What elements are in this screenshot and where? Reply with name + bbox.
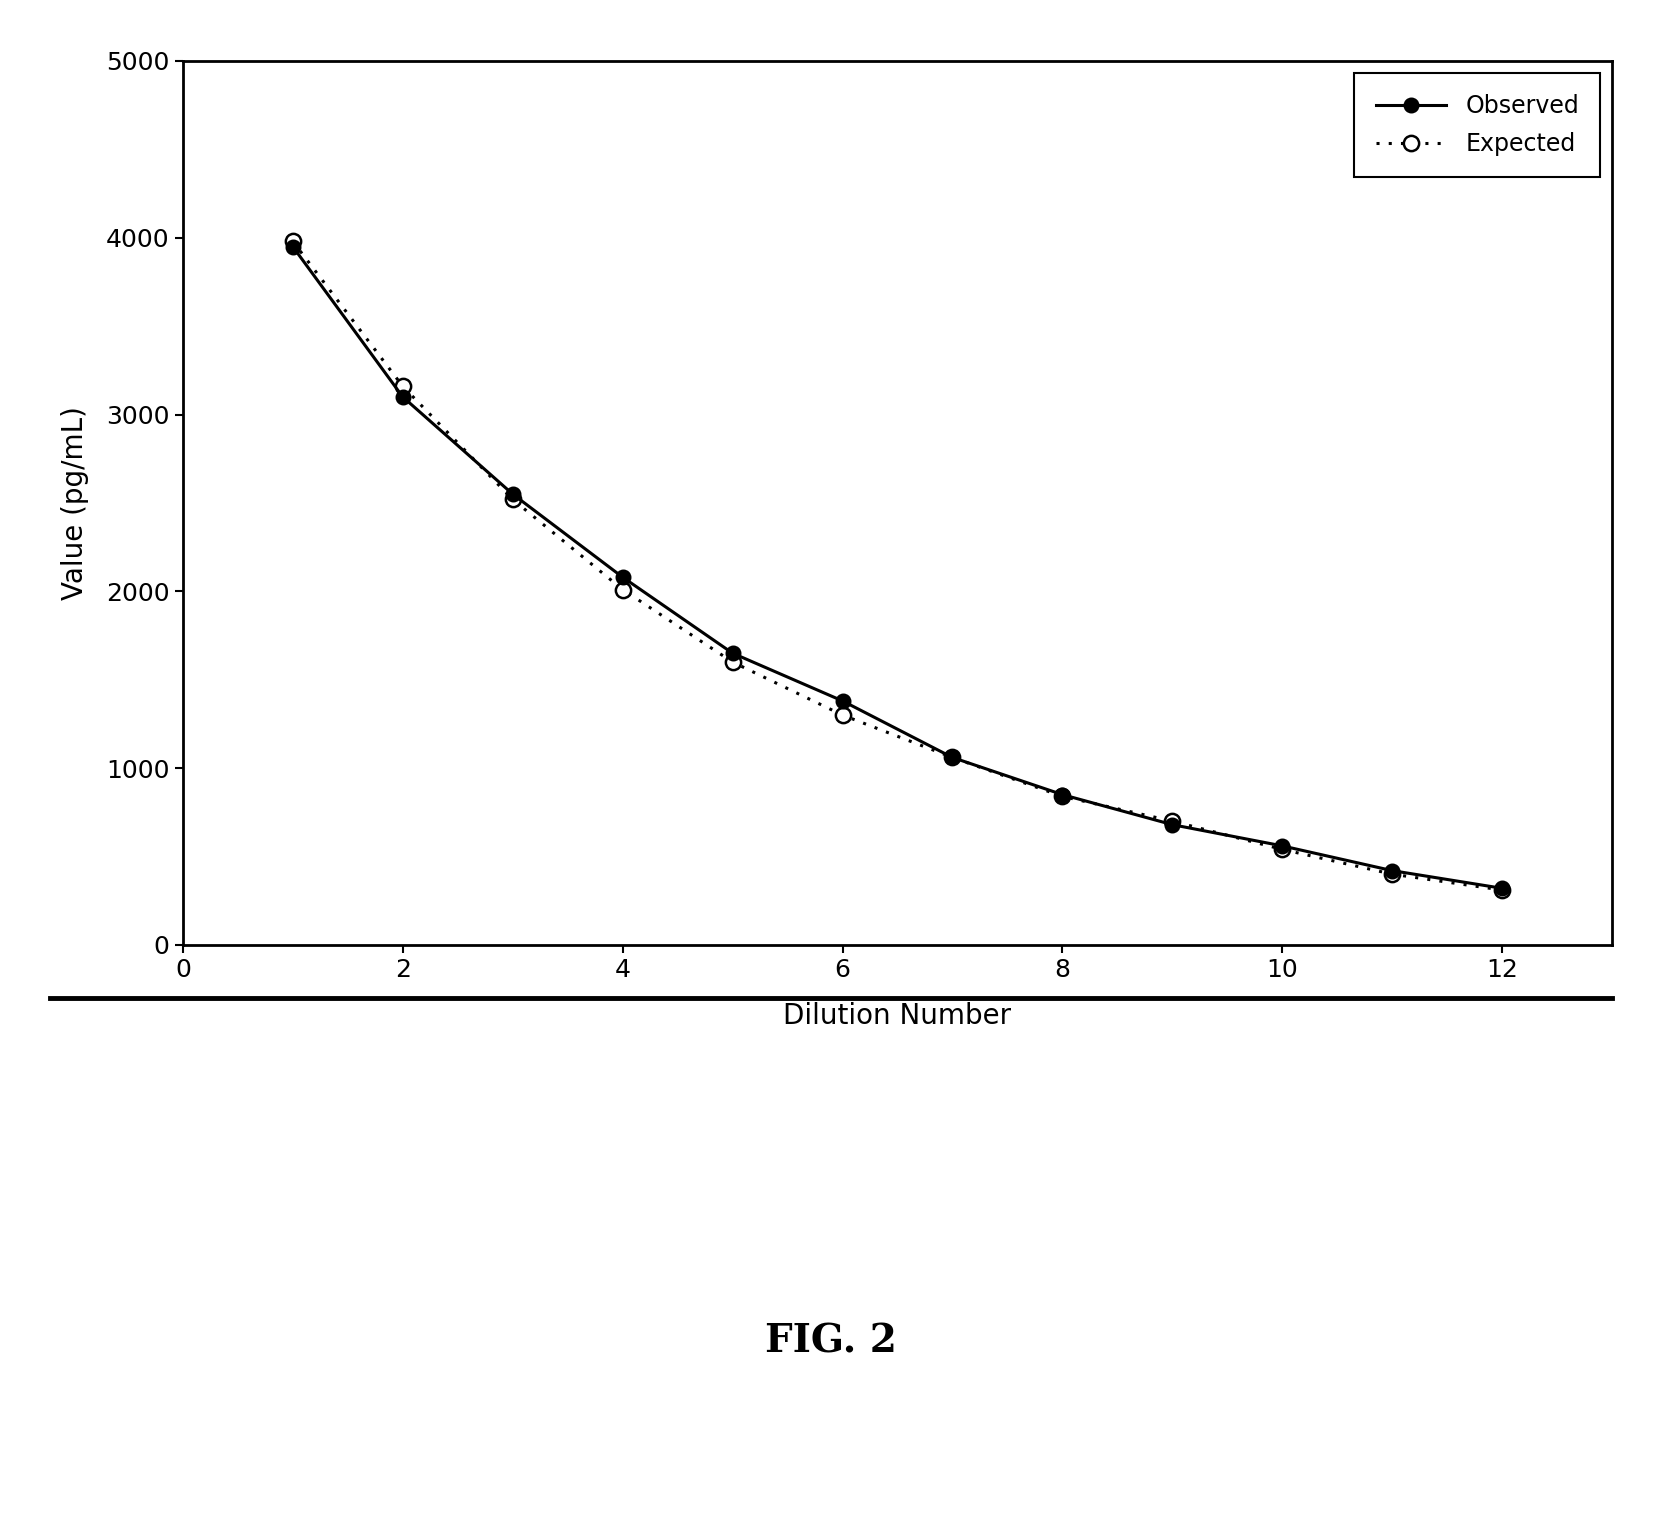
Observed bbox=[502, 485, 522, 503]
Expected bbox=[1492, 881, 1512, 899]
Expected bbox=[613, 581, 633, 599]
Expected bbox=[1162, 812, 1182, 831]
Observed bbox=[942, 748, 962, 767]
Legend: Observed, Expected: Observed, Expected bbox=[1355, 73, 1601, 177]
Line: Expected: Expected bbox=[286, 233, 1509, 898]
Expected bbox=[942, 748, 962, 767]
Observed bbox=[1273, 837, 1293, 855]
Observed bbox=[1162, 815, 1182, 834]
Expected bbox=[392, 376, 412, 395]
X-axis label: Dilution Number: Dilution Number bbox=[783, 1001, 1012, 1030]
Observed bbox=[1492, 879, 1512, 898]
Observed bbox=[833, 692, 853, 710]
Expected bbox=[833, 706, 853, 724]
Observed bbox=[283, 238, 302, 256]
Line: Observed: Observed bbox=[286, 239, 1509, 895]
Expected bbox=[1383, 866, 1403, 884]
Expected bbox=[283, 232, 302, 250]
Observed bbox=[723, 645, 743, 663]
Observed bbox=[392, 387, 412, 405]
Expected bbox=[1052, 788, 1072, 806]
Observed bbox=[1383, 861, 1403, 879]
Y-axis label: Value (pg/mL): Value (pg/mL) bbox=[61, 405, 90, 600]
Observed bbox=[613, 568, 633, 587]
Expected bbox=[502, 491, 522, 509]
Observed bbox=[1052, 785, 1072, 803]
Expected bbox=[723, 652, 743, 671]
Expected bbox=[1273, 840, 1293, 858]
Text: FIG. 2: FIG. 2 bbox=[765, 1323, 897, 1359]
